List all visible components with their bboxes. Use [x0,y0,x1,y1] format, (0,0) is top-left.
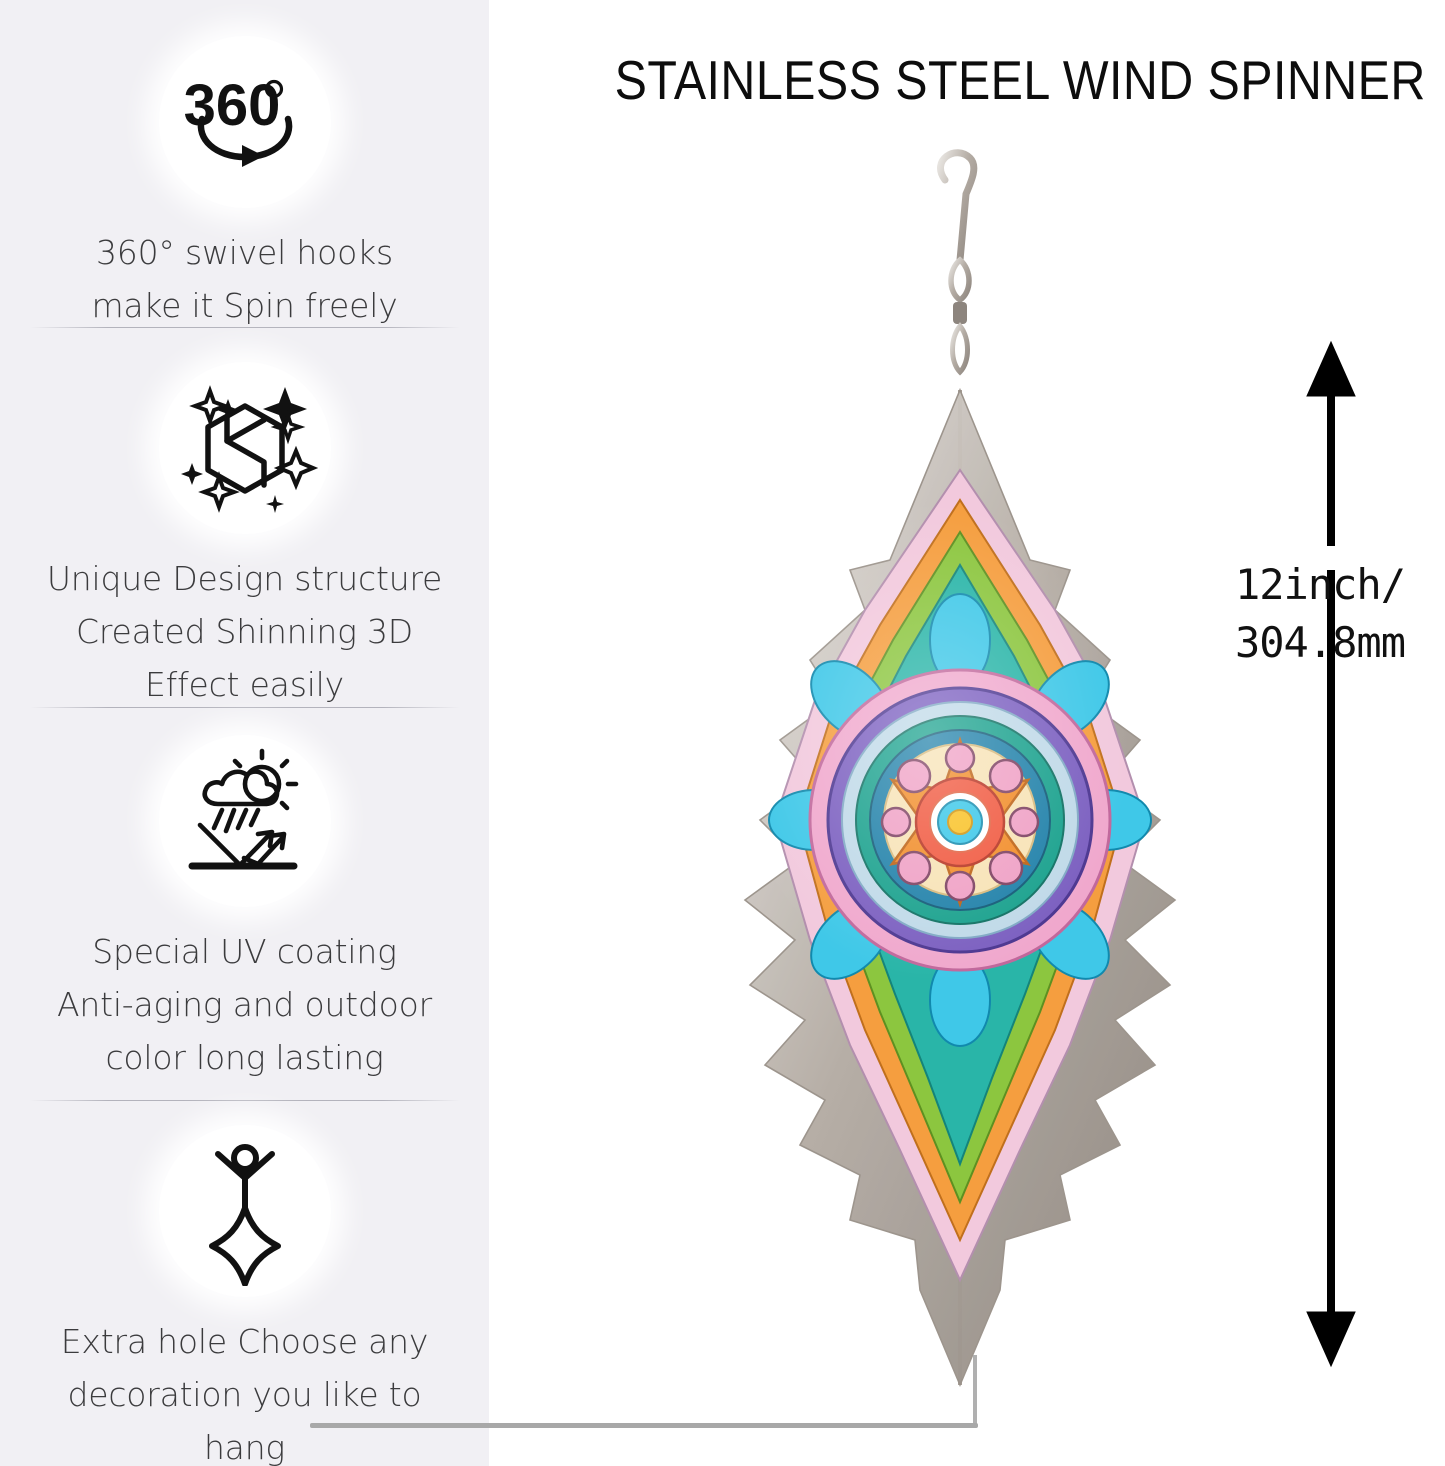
feature-block-360-swivel: 360 360° swivel hooks make it Spin freel… [0,36,489,332]
feature-line-3: hang [203,1428,286,1466]
sidebar-divider-3 [30,1100,460,1101]
dimension-arrow [1306,340,1356,1368]
3d-cube-sparkle-icon [158,362,331,534]
feature-block-unique-design: Unique Design structure Created Shinning… [0,362,489,711]
page-title: STAINLESS STEEL WIND SPINNER [614,49,1426,111]
360-rotation-icon: 360 [158,36,331,208]
hanging-ornament-figure-icon [158,1125,331,1297]
spinner-layers [730,387,1177,1388]
feature-text-360-swivel: 360° swivel hooks make it Spin freely [25,226,465,332]
leader-line-stub [973,1355,977,1425]
product-image-wind-spinner [600,140,1240,1440]
feature-line-1: 360° swivel hooks [95,233,394,272]
feature-line-1: Extra hole Choose any [60,1322,429,1361]
swivel-hook [937,149,978,397]
feature-line-2: Anti-aging and outdoor [56,985,433,1024]
feature-block-extra-hole: Extra hole Choose any decoration you lik… [0,1125,489,1466]
feature-text-unique-design: Unique Design structure Created Shinning… [25,552,465,711]
leader-line-extra-hole [310,1423,978,1428]
weather-uv-resistant-icon [158,735,331,907]
feature-line-2: make it Spin freely [91,286,398,325]
feature-text-extra-hole: Extra hole Choose any decoration you lik… [25,1315,465,1466]
dimension-label: 12inch/ 304.8mm [1196,556,1444,672]
sidebar-divider-1 [30,327,460,328]
dimension-line-1: 12inch/ [1234,560,1406,609]
feature-sidebar: 360 360° swivel hooks make it Spin freel… [0,0,489,1466]
feature-block-uv-coating: Special UV coating Anti-aging and outdoo… [0,735,489,1084]
feature-line-3: color long lasting [105,1038,384,1077]
feature-text-uv-coating: Special UV coating Anti-aging and outdoo… [25,925,465,1084]
feature-line-2: decoration you like to [67,1375,422,1414]
feature-line-3: Effect easily [145,665,344,704]
feature-line-1: Special UV coating [92,932,397,971]
feature-line-1: Unique Design structure [46,559,443,598]
sidebar-divider-2 [30,707,460,708]
dimension-line-2: 304.8mm [1234,618,1406,667]
feature-line-2: Created Shinning 3D [76,612,413,651]
